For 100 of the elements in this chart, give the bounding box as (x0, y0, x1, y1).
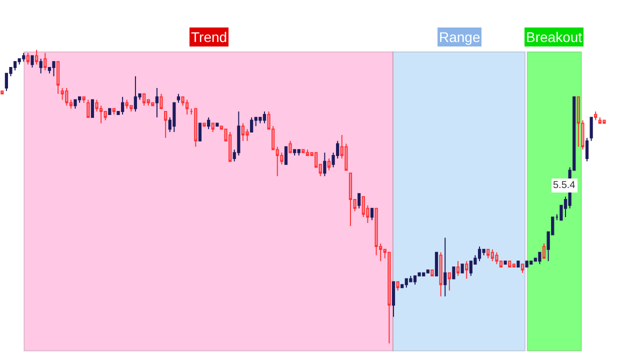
candlestick (0, 90, 4, 94)
candlestick (448, 272, 451, 292)
candlestick (585, 137, 589, 162)
candlestick (504, 260, 507, 265)
candlestick (142, 93, 146, 106)
candlestick (460, 264, 464, 274)
candlestick (323, 152, 326, 177)
candlestick (276, 146, 279, 177)
candlestick (176, 93, 180, 104)
candlestick (538, 252, 542, 265)
candlestick (130, 105, 133, 112)
candlestick (56, 61, 60, 94)
candlestick (146, 99, 150, 106)
candlestick (581, 120, 584, 150)
candlestick (392, 281, 396, 318)
candlestick (594, 111, 598, 121)
candlestick (241, 122, 245, 142)
candlestick (207, 116, 210, 130)
candlestick (284, 146, 288, 165)
candlestick (90, 99, 94, 118)
candlestick (194, 108, 198, 148)
candlestick (52, 61, 56, 77)
candlestick (22, 52, 26, 62)
candlestick (314, 152, 318, 168)
candlestick (602, 120, 606, 124)
candlestick (293, 149, 296, 156)
candlestick (134, 76, 138, 112)
candlestick (413, 275, 417, 286)
text: Trend (191, 29, 228, 45)
candlestick (172, 102, 176, 133)
candlestick (246, 128, 249, 142)
candlestick (202, 122, 206, 127)
candlestick (95, 99, 98, 112)
candlestick (112, 108, 116, 115)
candlestick (318, 164, 322, 177)
candlestick (44, 52, 47, 71)
candlestick (190, 108, 193, 115)
candlestick (439, 252, 442, 297)
candlestick (530, 260, 533, 265)
candlestick (100, 105, 103, 124)
candlestick (434, 252, 438, 276)
candlestick (60, 88, 64, 100)
candlestick (108, 108, 112, 115)
candlestick (456, 260, 460, 276)
candlestick (383, 248, 386, 259)
candlestick (542, 243, 546, 259)
candlestick (344, 143, 348, 171)
candlestick (30, 55, 34, 68)
candlestick (362, 196, 365, 218)
candlestick (374, 208, 378, 256)
annotation: 5.5.4 (553, 180, 576, 191)
candlestick (35, 49, 38, 66)
candlestick (125, 99, 128, 110)
candlestick (430, 269, 434, 276)
candlestick (525, 260, 528, 268)
candlestick (499, 260, 503, 268)
candlestick (598, 116, 602, 124)
text: Range (439, 29, 480, 45)
candlestick (164, 111, 168, 138)
candlestick (353, 199, 356, 212)
candlestick (181, 96, 184, 106)
candlestick (370, 208, 374, 221)
candlestick (86, 99, 90, 118)
candlestick (198, 122, 202, 142)
candlestick (272, 126, 275, 150)
candlestick (590, 116, 593, 142)
candlestick (224, 128, 228, 142)
candlestick (396, 281, 400, 292)
candlestick (306, 149, 310, 156)
candlestick (220, 126, 224, 130)
candlestick (39, 58, 42, 74)
candlestick (186, 99, 189, 115)
candlestick (262, 111, 266, 124)
candlestick (520, 264, 524, 274)
candlestick (310, 152, 314, 156)
candlestick (495, 252, 498, 265)
candlestick (69, 99, 73, 110)
candlestick (327, 158, 331, 171)
candlestick (280, 152, 284, 165)
candlestick (516, 260, 520, 268)
candlestick (267, 111, 270, 130)
candlestick (508, 260, 512, 268)
candlestick (65, 88, 68, 106)
candlestick (250, 116, 254, 133)
candlestick (452, 266, 456, 280)
text: Breakout (526, 29, 582, 45)
candlestick (26, 52, 30, 66)
candlestick (151, 102, 154, 106)
candlestick (297, 149, 300, 156)
candlestick (160, 93, 163, 110)
candlestick (388, 252, 391, 344)
candlestick (576, 96, 580, 148)
candlestick (74, 99, 77, 110)
candlestick (288, 140, 292, 154)
candlestick (426, 269, 430, 274)
candlestick (512, 264, 516, 268)
candlestick (465, 260, 468, 280)
candlestick (379, 243, 382, 262)
candlestick (104, 111, 107, 121)
candlestick (348, 172, 352, 226)
